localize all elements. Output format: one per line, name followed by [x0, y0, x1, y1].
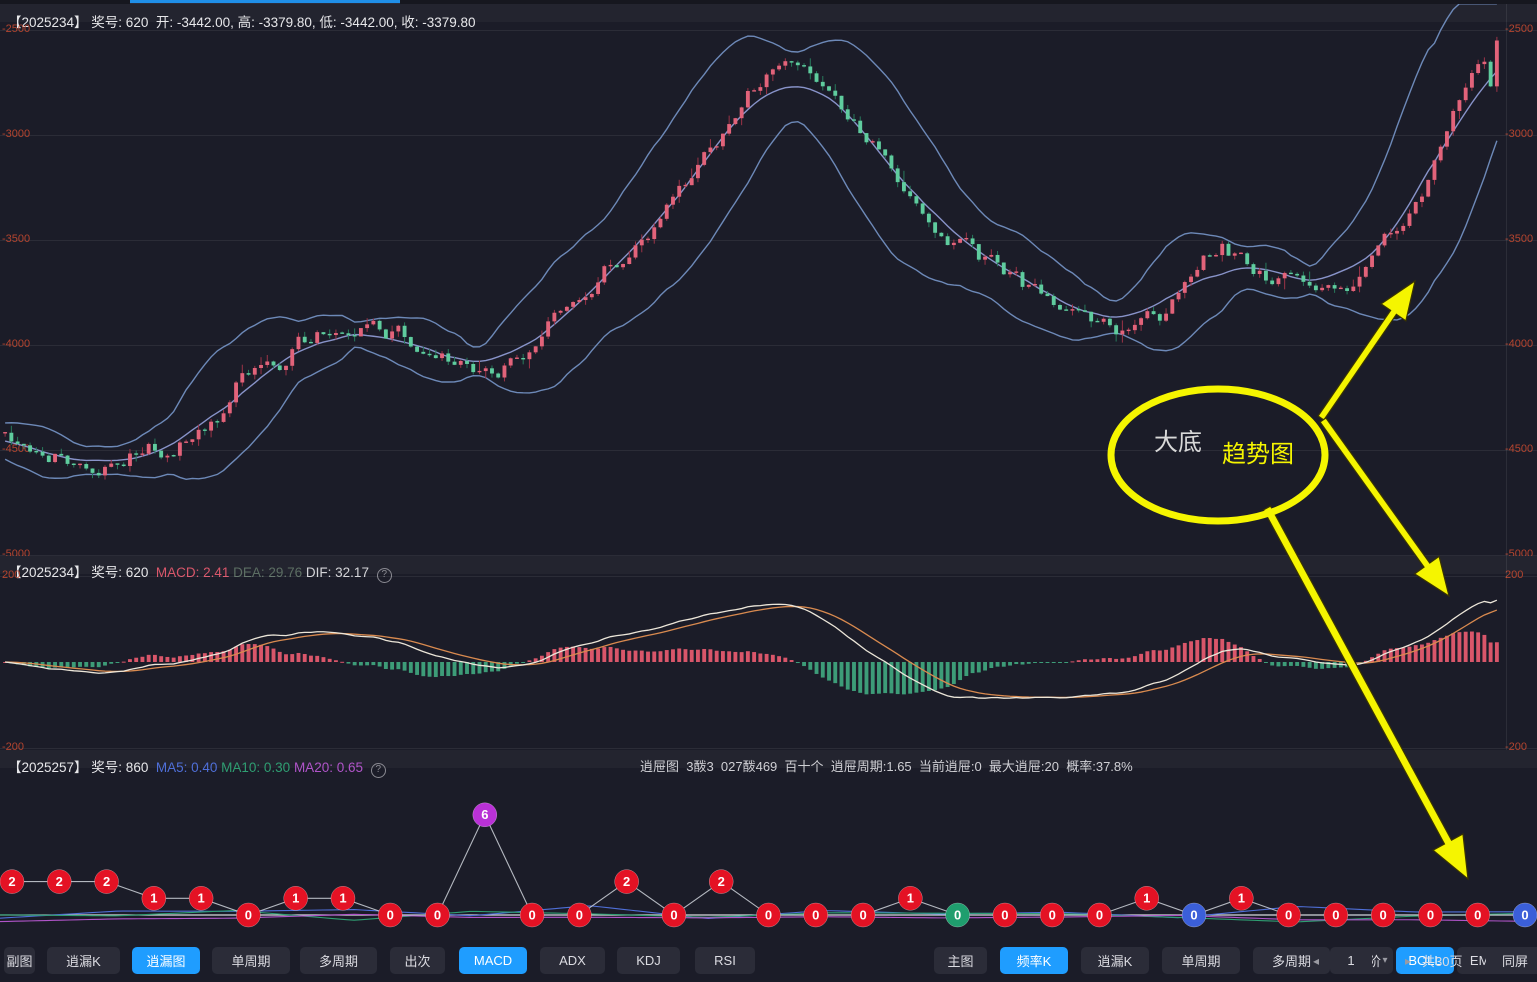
- svg-text:2: 2: [56, 874, 63, 889]
- svg-text:2: 2: [718, 874, 725, 889]
- svg-text:0: 0: [1521, 907, 1528, 922]
- svg-text:0: 0: [576, 907, 583, 922]
- svg-text:0: 0: [859, 907, 866, 922]
- svg-text:0: 0: [1096, 907, 1103, 922]
- svg-text:2: 2: [623, 874, 630, 889]
- svg-text:0: 0: [387, 907, 394, 922]
- svg-text:0: 0: [765, 907, 772, 922]
- svg-text:0: 0: [1190, 907, 1197, 922]
- svg-text:1: 1: [1238, 891, 1245, 906]
- svg-text:2: 2: [103, 874, 110, 889]
- svg-text:0: 0: [434, 907, 441, 922]
- svg-text:0: 0: [812, 907, 819, 922]
- svg-text:6: 6: [481, 807, 488, 822]
- svg-text:0: 0: [1049, 907, 1056, 922]
- svg-text:0: 0: [1001, 907, 1008, 922]
- svg-text:2: 2: [8, 874, 15, 889]
- svg-text:0: 0: [1332, 907, 1339, 922]
- svg-text:1: 1: [907, 891, 914, 906]
- svg-text:0: 0: [954, 907, 961, 922]
- svg-text:0: 0: [670, 907, 677, 922]
- svg-text:0: 0: [1285, 907, 1292, 922]
- svg-text:0: 0: [1474, 907, 1481, 922]
- svg-text:0: 0: [1380, 907, 1387, 922]
- svg-text:0: 0: [245, 907, 252, 922]
- svg-text:1: 1: [1143, 891, 1150, 906]
- svg-text:0: 0: [528, 907, 535, 922]
- svg-text:1: 1: [198, 891, 205, 906]
- svg-text:1: 1: [339, 891, 346, 906]
- svg-text:1: 1: [292, 891, 299, 906]
- svg-text:0: 0: [1427, 907, 1434, 922]
- svg-text:1: 1: [150, 891, 157, 906]
